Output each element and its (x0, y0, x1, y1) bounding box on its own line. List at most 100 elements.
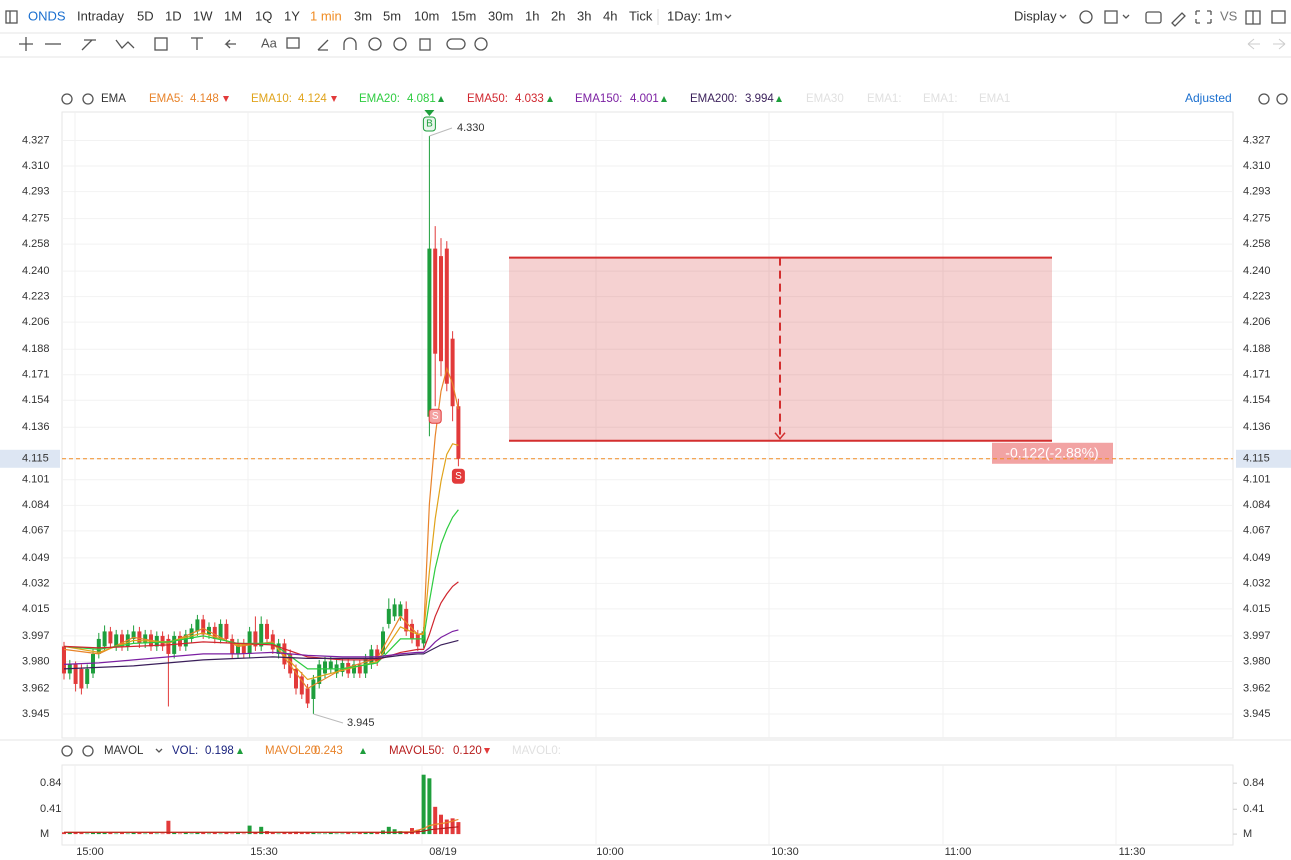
delete-tool[interactable] (419, 38, 431, 51)
book-icon[interactable] (1245, 10, 1261, 25)
note-tool[interactable] (286, 37, 300, 49)
indicator-title: MAVOL (104, 745, 144, 757)
display-button[interactable]: Display (1014, 8, 1057, 23)
sidebar-toggle[interactable] (5, 10, 18, 24)
y-tick-label: 4.049 (22, 552, 50, 564)
volume-bar (201, 832, 206, 835)
candle-body (183, 634, 188, 647)
y-tick-label: 4.293 (1243, 185, 1271, 197)
redo[interactable] (1273, 38, 1286, 50)
volume-bar (444, 819, 449, 835)
trade-marker-label: S (432, 411, 439, 422)
fib-tool[interactable] (154, 37, 168, 51)
trend-arrow (223, 96, 229, 102)
tool-settings[interactable] (474, 37, 488, 51)
y-tick-label: 3.980 (1243, 655, 1271, 667)
symbol[interactable]: ONDS (28, 8, 66, 23)
indicator-close[interactable] (82, 745, 94, 757)
period-button[interactable]: 1h (525, 8, 539, 23)
legend-value: 0.198 (205, 745, 234, 757)
period-button[interactable]: 3h (577, 8, 591, 23)
candle-body (236, 643, 240, 654)
period-button[interactable]: 1 min (310, 8, 342, 23)
candle-body (427, 248, 432, 417)
legend-hidden: EMA1: (867, 93, 902, 105)
volume-bar (236, 832, 240, 835)
period-button[interactable]: 3m (354, 8, 372, 23)
x-tick-label: 08/19 (429, 846, 457, 858)
pane-maximize[interactable] (1276, 93, 1288, 105)
hide-tool[interactable] (393, 37, 407, 51)
lock-tool[interactable] (368, 37, 382, 51)
volume-bar (247, 825, 252, 835)
volume-bar (160, 833, 165, 835)
camera-icon[interactable] (1145, 11, 1162, 24)
candle-body (201, 619, 206, 635)
pattern-tool[interactable] (115, 39, 135, 49)
fullscreen-icon[interactable] (1195, 10, 1212, 24)
text-tool[interactable]: Aa (261, 35, 278, 50)
y-tick-label: 4.275 (22, 212, 50, 224)
x-tick-label: 11:00 (945, 846, 972, 858)
period-button[interactable]: 2h (551, 8, 565, 23)
window-icon[interactable] (1271, 10, 1286, 24)
volume-bar (218, 833, 223, 835)
period-button[interactable]: 15m (451, 8, 476, 23)
ema-line (63, 581, 459, 661)
vs-button[interactable]: VS (1220, 8, 1238, 23)
y-tick-label: 4.154 (22, 394, 50, 406)
link-tool[interactable] (446, 38, 466, 50)
period-button[interactable]: 1Q (255, 8, 272, 23)
settings-icon[interactable] (1079, 10, 1093, 24)
volume-pane (61, 764, 1234, 846)
magnet-tool[interactable] (343, 37, 357, 50)
candle-body (392, 604, 397, 617)
period-button[interactable]: 5m (383, 8, 401, 23)
arrow-tool[interactable] (224, 39, 236, 49)
period-button[interactable]: 1Y (284, 8, 300, 23)
period-button[interactable]: 4h (603, 8, 617, 23)
crosshair-tool[interactable] (19, 37, 33, 51)
period-button[interactable]: 1W (193, 8, 213, 23)
y-tick-label: 3.997 (22, 630, 50, 642)
candle-body (439, 256, 443, 362)
candle-body (131, 631, 136, 639)
interval-select[interactable]: 1Day: 1m (667, 8, 723, 23)
volume-bar (137, 832, 142, 835)
period-button[interactable]: Tick (629, 8, 653, 23)
adjusted-toggle[interactable]: Adjusted (1185, 91, 1232, 105)
indicator-title: EMA (101, 93, 126, 105)
legend-name: EMA20: (359, 93, 400, 105)
x-tick-label: 10:00 (596, 846, 624, 858)
legend-name: EMA50: (467, 93, 508, 105)
period-button[interactable]: 5D (137, 8, 154, 23)
ema-line (63, 639, 459, 670)
trend-tool[interactable] (81, 39, 96, 51)
y-tick-label: 4.258 (22, 238, 50, 250)
period-button[interactable]: 1M (224, 8, 242, 23)
candle-body (224, 623, 229, 639)
angle-tool[interactable] (317, 39, 329, 51)
legend-value: 4.001 (630, 93, 659, 105)
candle-body (212, 626, 217, 639)
indicator-settings[interactable] (61, 745, 73, 757)
volume-tick-label: 0.84 (40, 777, 61, 789)
candle-body (207, 626, 211, 635)
dropdown-caret (1122, 14, 1130, 19)
ema-line (63, 629, 459, 665)
measure-tool[interactable] (191, 37, 203, 50)
period-button[interactable]: 30m (488, 8, 513, 23)
pencil-icon[interactable] (1171, 12, 1186, 27)
period-button[interactable]: 1D (165, 8, 182, 23)
pane-minimize[interactable] (1258, 93, 1270, 105)
layout-icon[interactable] (1104, 10, 1118, 24)
indicator-settings[interactable] (61, 93, 73, 105)
volume-bar (73, 832, 78, 835)
indicator-close[interactable] (82, 93, 94, 105)
undo[interactable] (1247, 38, 1260, 50)
period-button[interactable]: Intraday (77, 8, 124, 23)
y-tick-label: 4.084 (1243, 499, 1271, 511)
period-button[interactable]: 10m (414, 8, 439, 23)
volume-tick-label: 0.41 (40, 803, 61, 815)
